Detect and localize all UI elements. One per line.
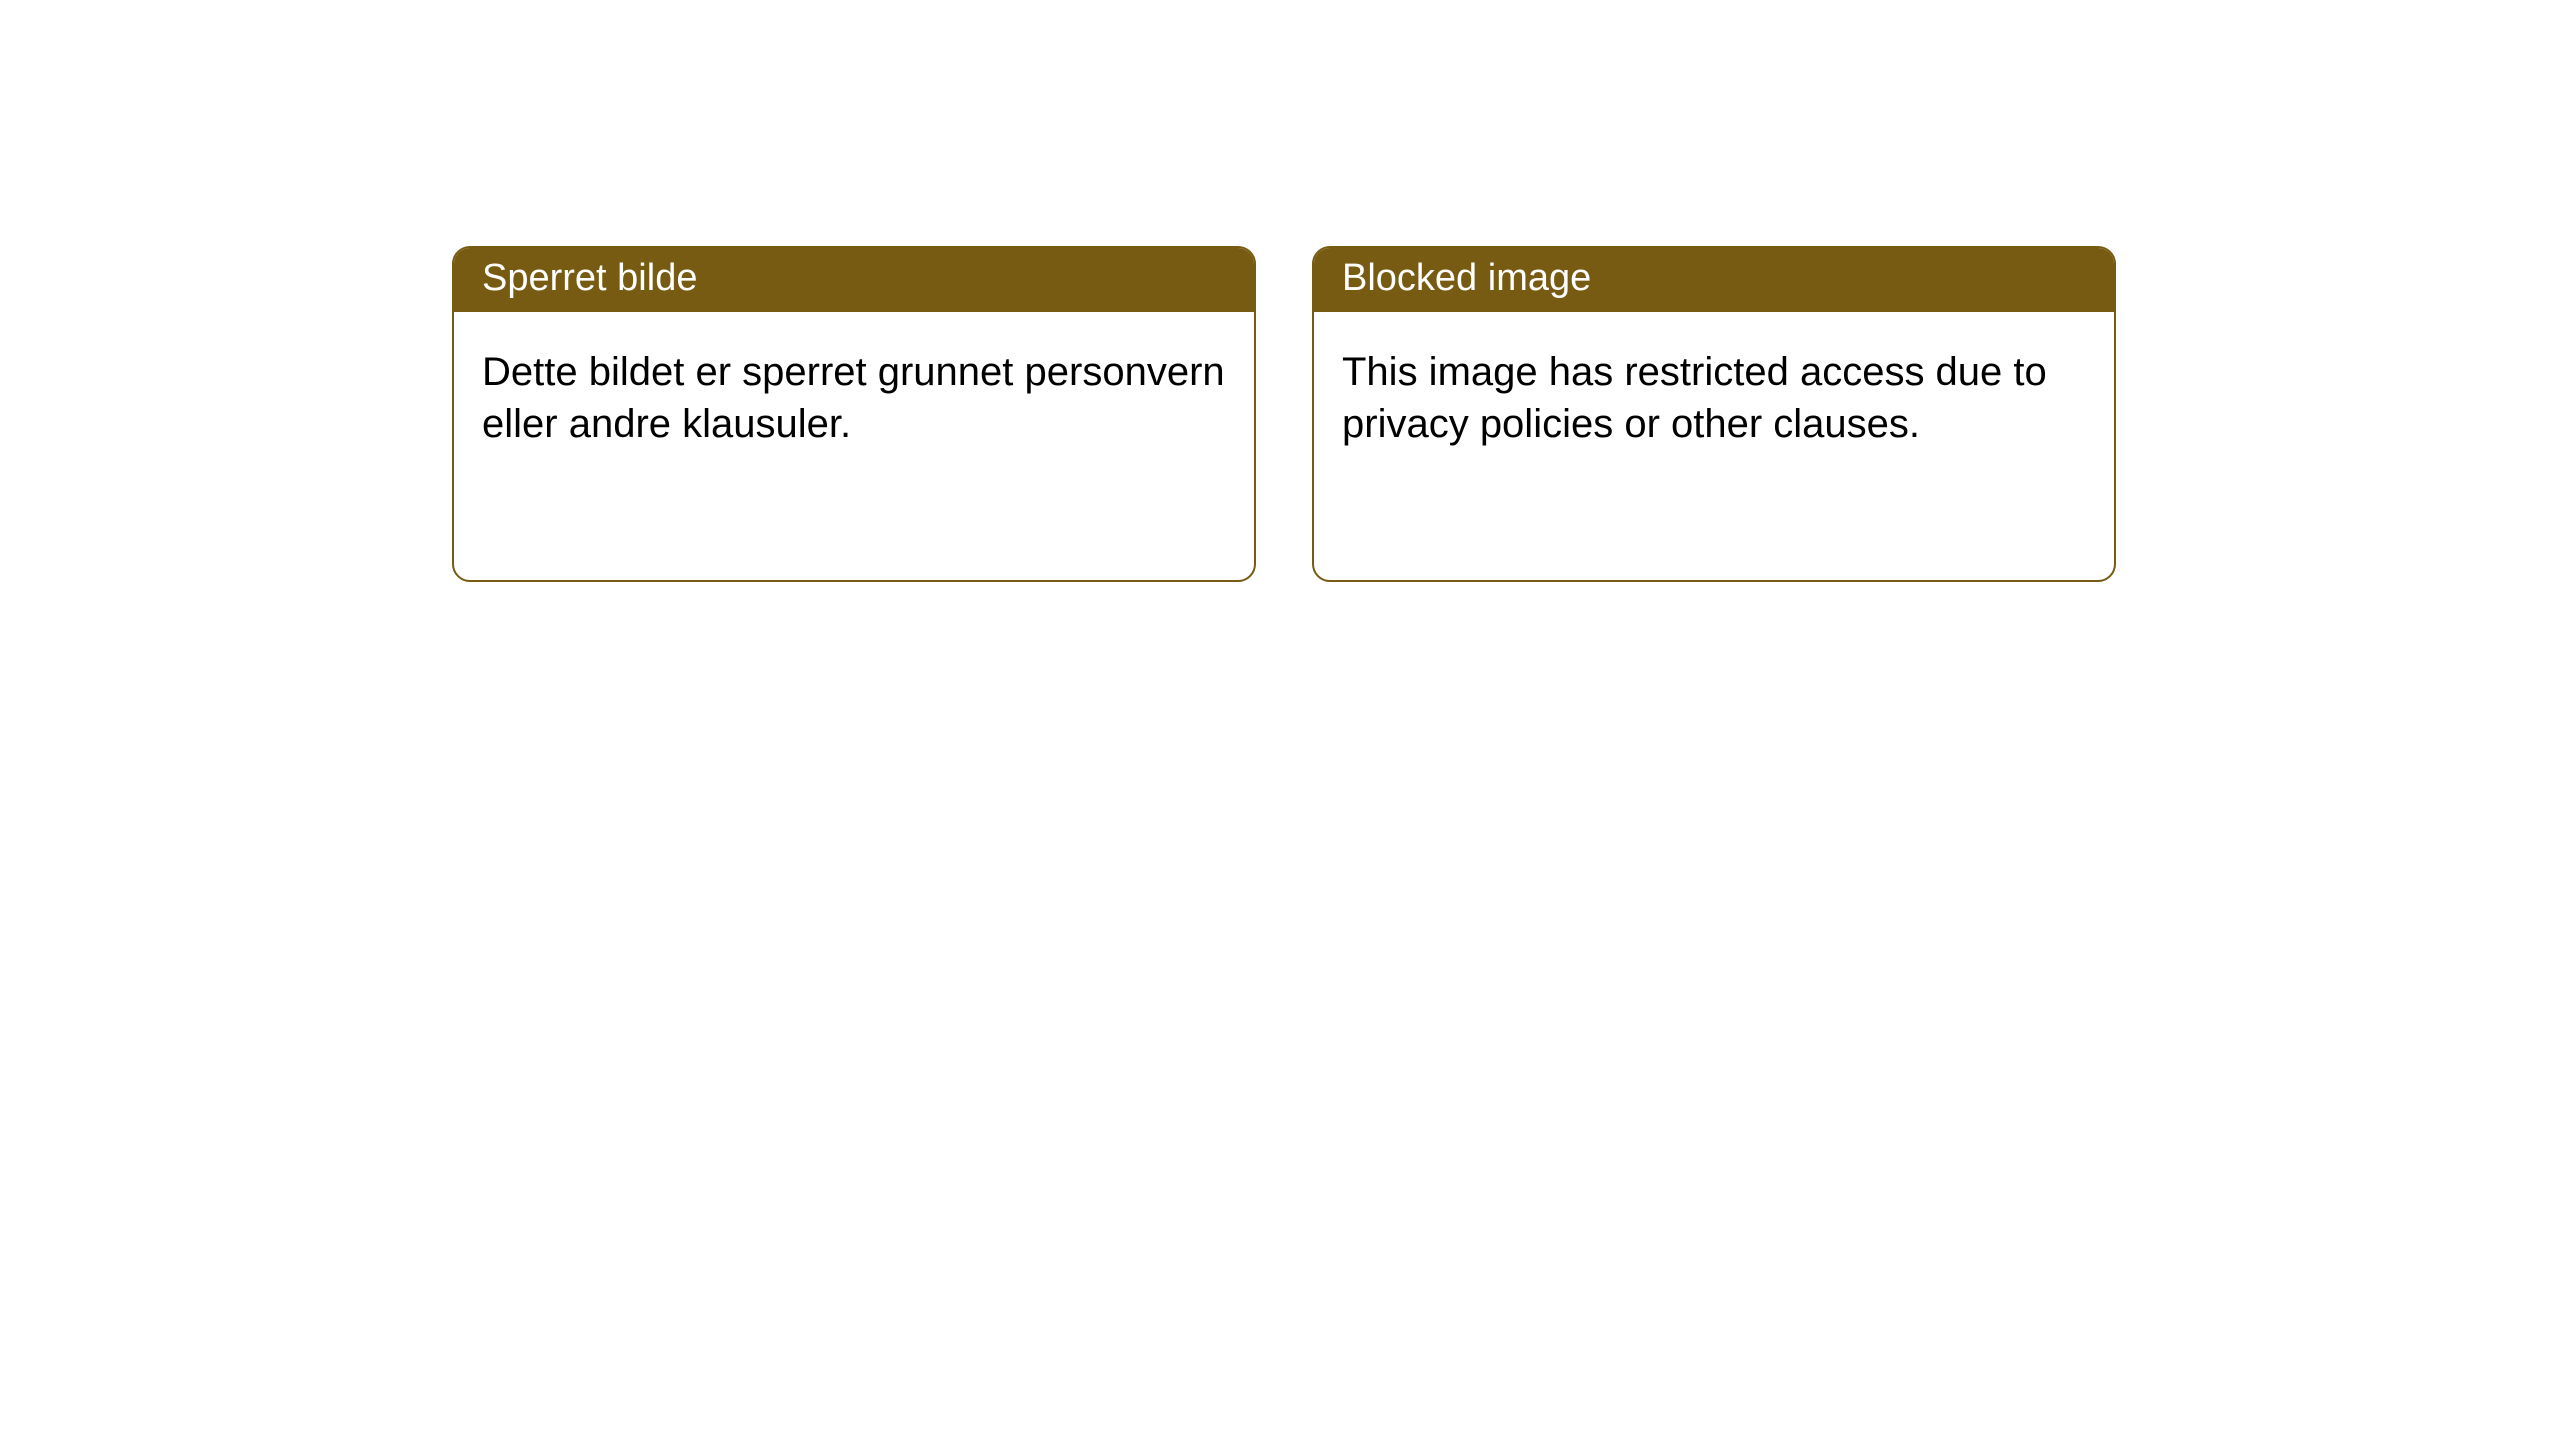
notice-container: Sperret bilde Dette bildet er sperret gr… bbox=[0, 0, 2560, 582]
notice-title: Blocked image bbox=[1314, 248, 2114, 312]
notice-body: This image has restricted access due to … bbox=[1314, 312, 2114, 486]
notice-card-english: Blocked image This image has restricted … bbox=[1312, 246, 2116, 582]
notice-card-norwegian: Sperret bilde Dette bildet er sperret gr… bbox=[452, 246, 1256, 582]
notice-body: Dette bildet er sperret grunnet personve… bbox=[454, 312, 1254, 486]
notice-title: Sperret bilde bbox=[454, 248, 1254, 312]
